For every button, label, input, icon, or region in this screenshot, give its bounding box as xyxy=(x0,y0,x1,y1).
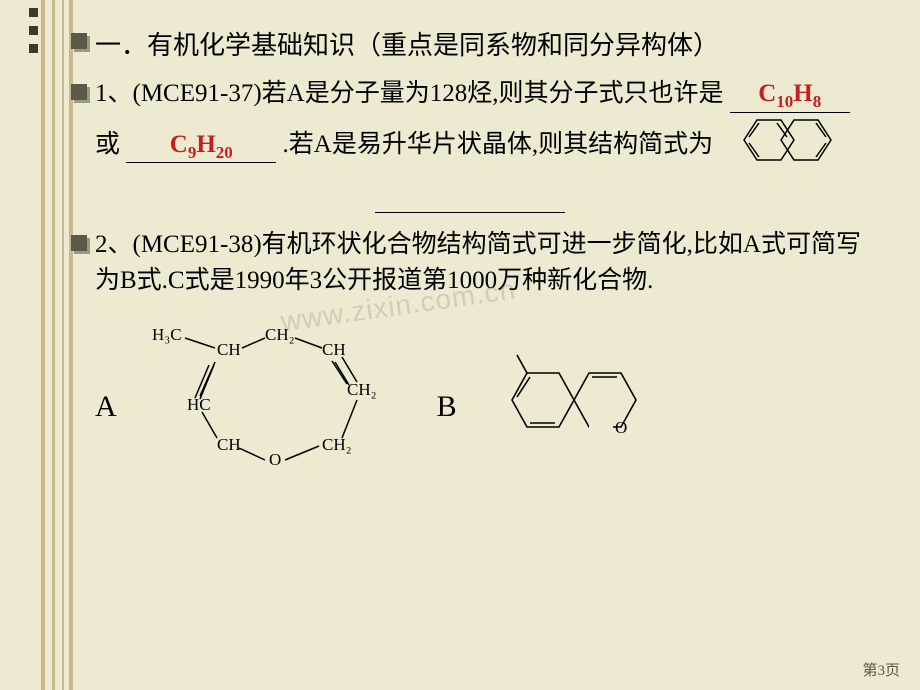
formula-c10h8: C10H8 xyxy=(758,80,821,107)
svg-text:CH₂: CH₂ xyxy=(347,380,377,399)
label-a: A xyxy=(95,390,117,424)
svg-text:CH: CH xyxy=(217,340,241,359)
svg-text:H₃C: H₃C xyxy=(152,325,182,344)
svg-text:HC: HC xyxy=(187,395,211,414)
p1-part2: 或 xyxy=(95,131,120,158)
section-heading: 一．有机化学基础知识（重点是同系物和同分异构体） xyxy=(95,25,880,62)
svg-text:CH₂: CH₂ xyxy=(322,435,352,454)
structure-a: H₃C CH CH₂ CH CH₂ HC CH O CH₂ xyxy=(147,320,387,495)
paragraph-1: 1、(MCE91-37)若A是分子量为128烃,则其分子式只也许是 C10H8 … xyxy=(95,76,880,217)
structure-b: O xyxy=(487,345,667,470)
svg-text:O: O xyxy=(269,450,281,469)
formula-c9h20: C9H20 xyxy=(170,131,233,158)
blank-2: C9H20 xyxy=(126,131,276,164)
svg-text:O: O xyxy=(615,418,627,437)
p1-part3: .若A是易升华片状晶体,则其结构简式为 xyxy=(283,131,714,158)
bullet-icon xyxy=(71,84,87,100)
page-number: 第3页 xyxy=(862,659,900,680)
blank-1: C10H8 xyxy=(730,80,850,113)
svg-text:CH: CH xyxy=(217,435,241,454)
blank-3 xyxy=(375,185,565,214)
bullet-icon xyxy=(71,235,87,251)
structure-row: A H₃C CH CH₂ CH CH₂ HC CH O CH₂ xyxy=(95,320,880,495)
svg-text:CH: CH xyxy=(322,340,346,359)
heading-text: 一．有机化学基础知识（重点是同系物和同分异构体） xyxy=(95,31,719,60)
naphthalene-structure xyxy=(729,113,839,179)
bullet-icon xyxy=(71,33,87,49)
p1-part1: 1、(MCE91-37)若A是分子量为128烃,则其分子式只也许是 xyxy=(95,80,723,107)
label-b: B xyxy=(437,390,457,424)
